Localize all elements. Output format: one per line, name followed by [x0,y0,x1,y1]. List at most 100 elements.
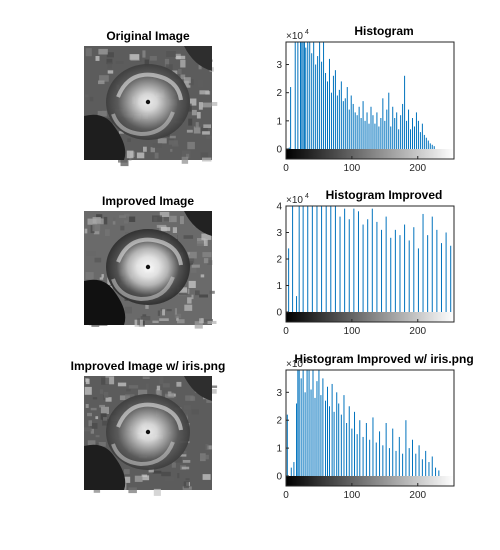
cloud-texture [188,78,194,86]
cloud-texture [102,109,112,117]
cloud-texture [191,294,194,300]
cloud-texture [95,435,100,438]
cloud-texture [119,131,124,134]
original-image-panel: Original Image [84,29,218,167]
x-tick-label: 200 [409,490,426,501]
cloud-texture [160,308,163,312]
cloud-texture [126,388,131,392]
cloud-texture [187,251,197,259]
cloud-texture [101,274,104,278]
cloud-texture [165,392,175,398]
storm-eye [145,429,151,435]
storm-eye [145,264,151,270]
cloud-texture [170,148,173,152]
cloud-texture [187,297,192,304]
cloud-texture [88,420,92,427]
cloud-texture [140,316,151,321]
cloud-texture [164,58,170,67]
cloud-texture [103,216,108,225]
cloud-texture [200,274,205,278]
cloud-texture [191,109,197,116]
cloud-texture [203,239,208,246]
x-tick-label: 200 [409,163,426,174]
cloud-texture [98,442,106,447]
cloud-texture [171,144,179,147]
axes-frame [285,369,455,487]
storm-band [111,276,175,302]
cloud-texture [168,140,178,145]
cloud-texture [97,110,107,117]
cloud-texture [84,386,92,395]
cloud-texture [181,466,190,470]
cloud-texture [208,385,218,388]
cloud-texture [159,376,164,385]
cloud-texture [157,310,160,316]
cloud-texture [203,258,209,264]
cloud-texture [138,389,148,396]
cloud-texture [197,238,206,244]
cloud-texture [189,98,197,106]
cloud-texture [153,488,161,496]
cloud-texture [90,428,94,434]
cloud-texture [183,235,194,239]
axes-frame [285,41,455,160]
histogram-title: Histogram Improved [326,188,443,202]
x-tick-label: 100 [344,490,361,501]
cloud-texture [128,487,137,494]
cloud-texture [185,395,194,401]
cloud-texture [106,52,114,58]
cloud-texture [141,474,148,477]
histogram-title: Histogram Improved w/ iris.png [294,352,473,366]
cloud-texture [86,251,96,257]
cloud-texture [87,440,96,447]
cloud-texture [143,146,147,152]
cloud-texture [181,156,189,164]
cloud-texture [126,150,134,159]
cloud-texture [172,227,177,233]
cloud-texture [152,320,159,323]
cloud-texture [176,381,182,387]
cloud-texture [172,70,178,75]
cloud-texture [107,277,111,285]
cloud-texture [85,404,89,408]
cloud-texture [188,118,193,126]
grayscale-colorbar [286,149,454,159]
cloud-texture [152,215,162,222]
cloud-texture [96,214,103,218]
cloud-texture [85,272,94,280]
dark-region [184,376,212,401]
dark-region [84,444,126,490]
cloud-texture [195,290,200,296]
cloud-texture [195,122,199,129]
cloud-texture [182,460,191,463]
grayscale-colorbar [286,476,454,486]
y-multiplier-exponent: 4 [305,193,309,200]
cloud-texture [104,229,110,237]
cloud-texture [145,383,149,390]
iris-image-panel: Improved Image w/ iris.png [71,359,225,496]
cloud-texture [123,220,129,224]
improved-image-title: Improved Image [102,194,194,208]
cloud-texture [177,287,188,293]
dark-region [184,211,212,236]
cloud-texture [203,319,213,322]
cloud-texture [84,427,92,432]
cloud-texture [107,62,112,69]
cloud-texture [99,389,104,394]
cloud-texture [124,469,130,475]
storm-band [111,441,175,467]
cloud-texture [145,304,149,309]
cloud-texture [202,157,212,162]
cloud-texture [106,58,113,65]
iris-satellite-image [84,376,218,496]
cloud-texture [112,221,116,225]
cloud-texture [156,385,161,391]
cloud-texture [118,158,128,163]
cloud-texture [199,294,208,298]
cloud-texture [95,416,99,420]
cloud-texture [184,450,187,456]
cloud-texture [99,404,105,408]
cloud-texture [186,257,195,263]
